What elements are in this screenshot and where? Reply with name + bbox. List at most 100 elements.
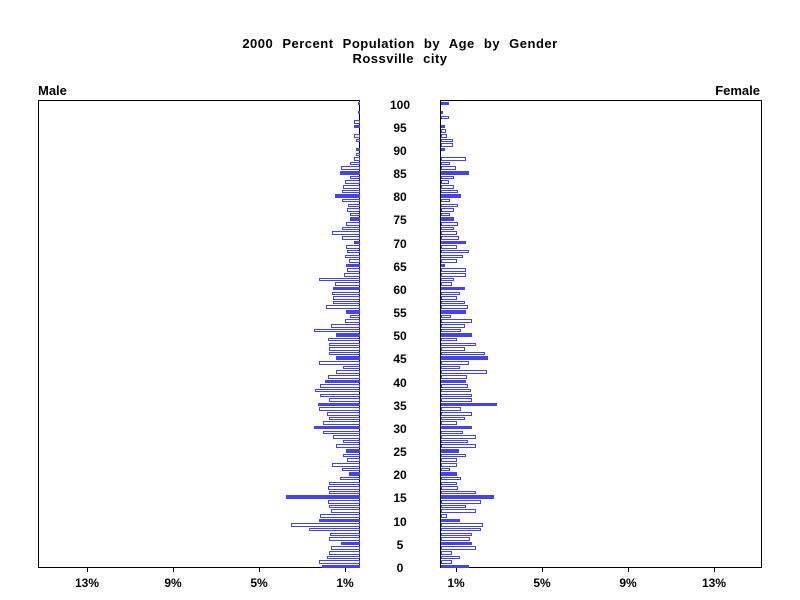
bar-male-age-49	[328, 337, 360, 342]
bar-female-age-85	[441, 171, 469, 175]
bar-male-age-17	[328, 486, 360, 490]
percent-tick-label-5%: 5%	[250, 576, 268, 590]
bar-female-age-18	[441, 481, 457, 486]
bar-female-age-75	[441, 217, 454, 221]
bar-female-age-35	[441, 402, 497, 407]
bar-female-age-37	[441, 393, 472, 398]
bar-male-age-77	[347, 208, 360, 212]
age-label-40: 40	[393, 375, 407, 390]
bar-male-age-54	[350, 314, 360, 319]
bar-male-age-73	[342, 226, 360, 231]
bar-male-age-52	[331, 324, 360, 328]
percent-tick-label-13%: 13%	[701, 576, 727, 590]
bar-male-age-23	[347, 458, 360, 462]
bar-male-age-12	[331, 509, 360, 513]
bar-female-age-73	[441, 226, 454, 231]
bar-male-age-89	[356, 152, 360, 157]
chart-title: 2000 Percent Population by Age by Gender…	[0, 36, 800, 66]
bar-male-age-88	[354, 157, 360, 161]
bar-female-age-25	[441, 449, 459, 453]
bar-female-age-67	[441, 254, 463, 259]
bar-male-age-48	[329, 342, 360, 347]
bar-female-age-88	[441, 157, 466, 161]
bar-female-age-64	[441, 268, 466, 272]
age-label-90: 90	[393, 143, 407, 158]
bar-male-age-18	[329, 481, 360, 486]
bar-male-age-10	[319, 518, 360, 523]
percent-tick-label-1%: 1%	[447, 576, 465, 590]
bar-male-age-72	[332, 231, 360, 235]
bar-male-age-86	[341, 166, 360, 170]
bar-female-age-90	[441, 147, 445, 152]
bar-female-age-94	[441, 129, 446, 133]
bar-female-age-97	[441, 115, 449, 120]
bar-male-age-27	[343, 439, 360, 444]
bar-female-age-40	[441, 379, 466, 384]
bar-female-age-44	[441, 361, 469, 365]
bar-male-age-95	[354, 124, 360, 129]
bar-male-age-65	[346, 263, 360, 268]
bar-female-age-13	[441, 504, 466, 509]
bar-male-age-36	[329, 398, 360, 402]
bar-female-age-12	[441, 509, 476, 513]
bar-male-age-13	[329, 504, 360, 509]
bar-female-age-45	[441, 356, 488, 360]
bar-female-age-16	[441, 490, 476, 495]
bar-female-age-23	[441, 458, 457, 462]
bar-male-age-75	[350, 217, 360, 221]
bar-male-age-44	[319, 361, 360, 365]
bar-female-age-63	[441, 273, 466, 277]
bar-male-age-0	[322, 564, 360, 569]
bar-female-age-54	[441, 314, 451, 319]
age-label-20: 20	[393, 468, 407, 483]
age-label-95: 95	[393, 120, 407, 135]
bar-male-age-38	[315, 388, 360, 393]
bar-male-age-96	[354, 120, 360, 124]
bar-female-age-8	[441, 527, 481, 532]
bar-female-age-59	[441, 291, 460, 296]
bar-female-age-34	[441, 407, 461, 411]
male-panel-label: Male	[38, 83, 67, 98]
bar-male-age-68	[347, 249, 360, 254]
bar-male-age-66	[349, 259, 360, 263]
bar-female-age-81	[441, 189, 458, 194]
bar-female-age-15	[441, 495, 494, 499]
bar-male-age-42	[336, 370, 360, 374]
bar-female-age-49	[441, 337, 457, 342]
bar-male-age-6	[329, 537, 360, 541]
bar-male-age-3	[329, 551, 360, 555]
bar-male-age-45	[336, 356, 360, 360]
bar-female-age-100	[441, 101, 449, 106]
bar-male-age-71	[342, 235, 360, 240]
bar-female-age-62	[441, 277, 454, 282]
bar-female-age-71	[441, 235, 459, 240]
bar-female-age-65	[441, 263, 445, 268]
bar-male-age-30	[314, 425, 360, 430]
female-plot-area	[440, 100, 762, 569]
bar-male-age-93	[354, 134, 360, 138]
bar-male-age-62	[319, 277, 360, 282]
bar-male-age-15	[286, 495, 360, 499]
bar-female-age-7	[441, 532, 472, 537]
bar-male-age-34	[319, 407, 360, 411]
bar-female-age-24	[441, 453, 466, 458]
bar-male-age-24	[343, 453, 360, 458]
bar-female-age-70	[441, 240, 466, 245]
bar-male-age-31	[323, 421, 360, 425]
bar-female-age-47	[441, 347, 465, 351]
bar-male-age-56	[326, 305, 360, 309]
bar-male-age-59	[332, 291, 360, 296]
bar-female-age-80	[441, 194, 461, 198]
bar-female-age-93	[441, 134, 447, 138]
bar-female-age-84	[441, 175, 454, 180]
percent-tick-label-9%: 9%	[619, 576, 637, 590]
bar-female-age-74	[441, 222, 458, 226]
bar-male-age-58	[333, 296, 360, 300]
bar-female-age-39	[441, 384, 468, 388]
bar-female-age-10	[441, 518, 460, 523]
bar-female-age-21	[441, 467, 450, 472]
bar-female-age-0	[441, 564, 469, 569]
bar-female-age-50	[441, 333, 472, 337]
percent-tick	[714, 568, 715, 572]
